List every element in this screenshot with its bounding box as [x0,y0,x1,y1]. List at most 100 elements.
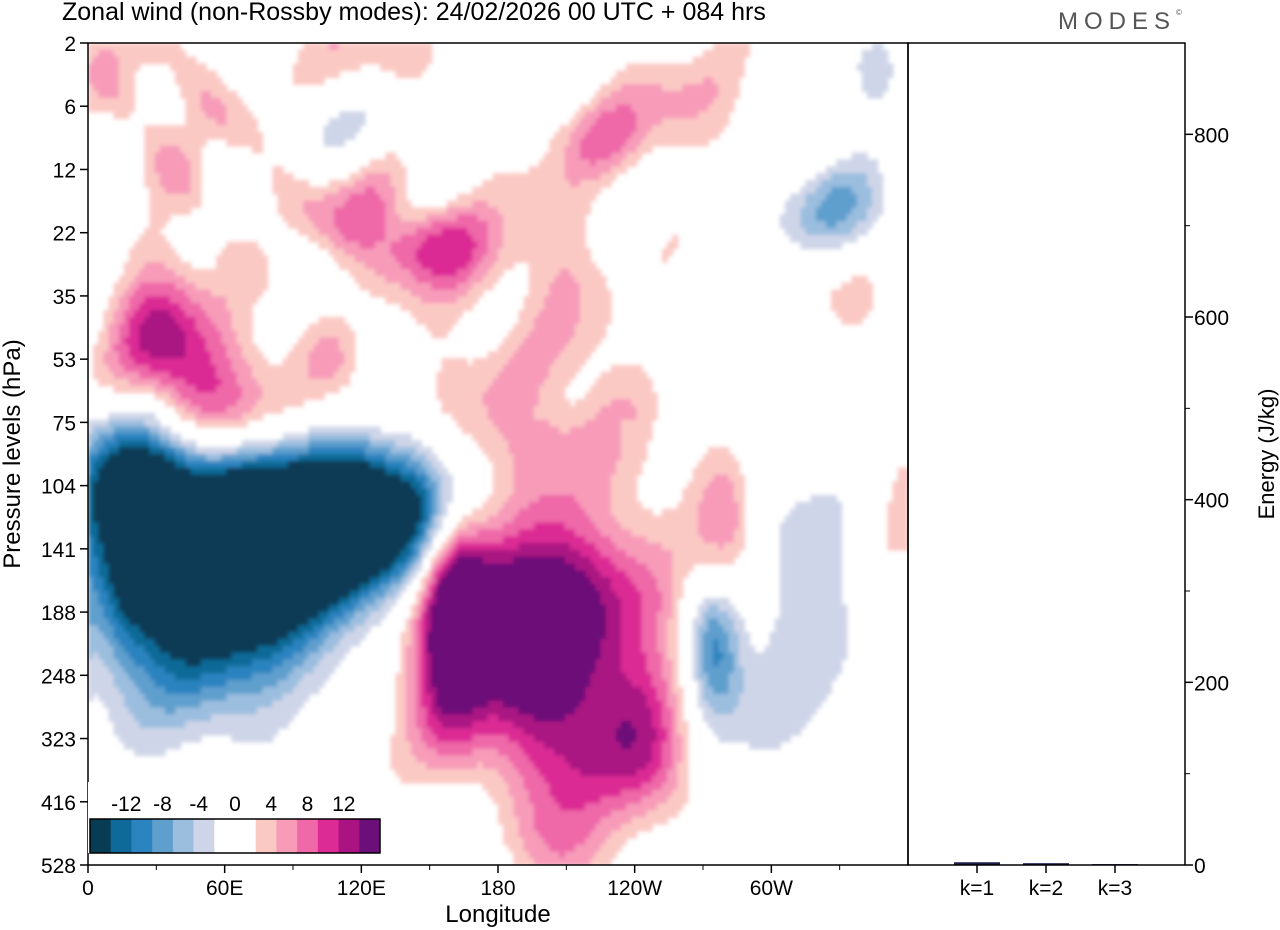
wind-cell [518,707,576,715]
wind-cell [364,262,402,270]
wind-cell [410,570,417,578]
wind-cell [564,522,597,531]
wind-cell [231,364,253,373]
wind-cell [405,618,412,626]
wind-cell [175,460,187,469]
wind-cell [93,481,412,489]
wind-cell [733,495,745,503]
wind-cell [646,563,673,572]
wind-cell [339,364,356,373]
wind-cell [580,180,612,188]
wind-cell [103,440,120,448]
wind-cell [88,693,94,702]
wind-cell [118,734,202,743]
wind-cell [149,207,192,215]
wind-cell [328,632,346,640]
wind-cell [621,419,653,428]
wind-cell [395,556,407,565]
wind-cell [492,796,515,805]
wind-cell [144,645,161,654]
wind-cell [349,591,361,599]
wind-cell [523,782,550,791]
wind-cell [426,645,602,654]
wind-cell [457,536,504,544]
wind-cell [205,344,228,352]
wind-cell [426,488,433,496]
wind-cell [226,344,243,352]
wind-cell [523,837,545,846]
wind-cell [779,529,843,537]
wind-cell [636,406,658,414]
wind-cell [369,433,412,441]
wind-cell [733,707,817,715]
wind-cell [785,200,807,209]
wind-cell [667,775,679,784]
wind-cell [513,467,617,476]
wind-cell [498,371,550,380]
wind-cell [887,515,908,524]
wind-cell [718,543,725,551]
wind-cell [93,358,105,366]
wind-cell [416,700,422,709]
wind-cell [421,652,427,661]
wind-cell [108,714,135,722]
wind-cell [395,680,407,688]
wind-cell [400,303,474,311]
wind-cell [123,269,141,277]
wind-cell [98,693,125,702]
wind-cell [416,645,422,654]
wind-cell [697,666,704,674]
wind-cell [580,118,597,126]
wind-cell [175,673,202,681]
wind-cell [518,817,535,825]
wind-cell [831,296,873,304]
wind-cell [318,241,335,250]
energy-category-label: k=1 [960,877,994,900]
wind-cell [385,296,422,304]
colorbar-label: -12 [111,793,141,816]
wind-cell [656,625,668,633]
wind-cell [129,303,141,311]
wind-cell [733,536,745,544]
wind-cell [164,186,192,195]
wind-cell [831,289,873,298]
wind-cell [170,652,233,661]
wind-cell [523,844,550,852]
wind-cell [656,638,668,647]
wind-cell [410,632,417,640]
wind-cell [334,241,361,250]
wind-cell [718,84,740,92]
wind-cell [503,501,530,510]
wind-cell [446,556,453,565]
wind-cell [574,563,597,572]
wind-cell [672,755,684,763]
wind-cell [887,536,908,544]
wind-cell [677,707,684,715]
wind-cell [887,501,908,510]
wind-cell [728,686,745,695]
wind-cell [252,145,264,154]
wind-cell [441,707,474,715]
wind-cell [390,762,428,770]
wind-cell [190,296,228,304]
wind-cell [697,515,740,524]
wind-cell [610,474,638,483]
wind-cell [390,577,402,585]
wind-cell [185,454,207,462]
wind-cell [118,84,135,92]
wind-cell [610,830,638,839]
wind-cell [123,262,146,270]
wind-cell [697,693,704,702]
wind-cell [708,618,720,626]
wind-cell [723,625,735,633]
wind-cell [518,317,535,325]
wind-cell [313,666,335,674]
wind-cell [211,351,228,359]
wind-cell [621,433,653,441]
wind-cell [549,844,576,852]
wind-cell [533,406,602,414]
wind-cell [646,536,704,544]
wind-cell [400,214,427,222]
wind-cell [831,186,853,195]
wind-cell [164,447,176,455]
